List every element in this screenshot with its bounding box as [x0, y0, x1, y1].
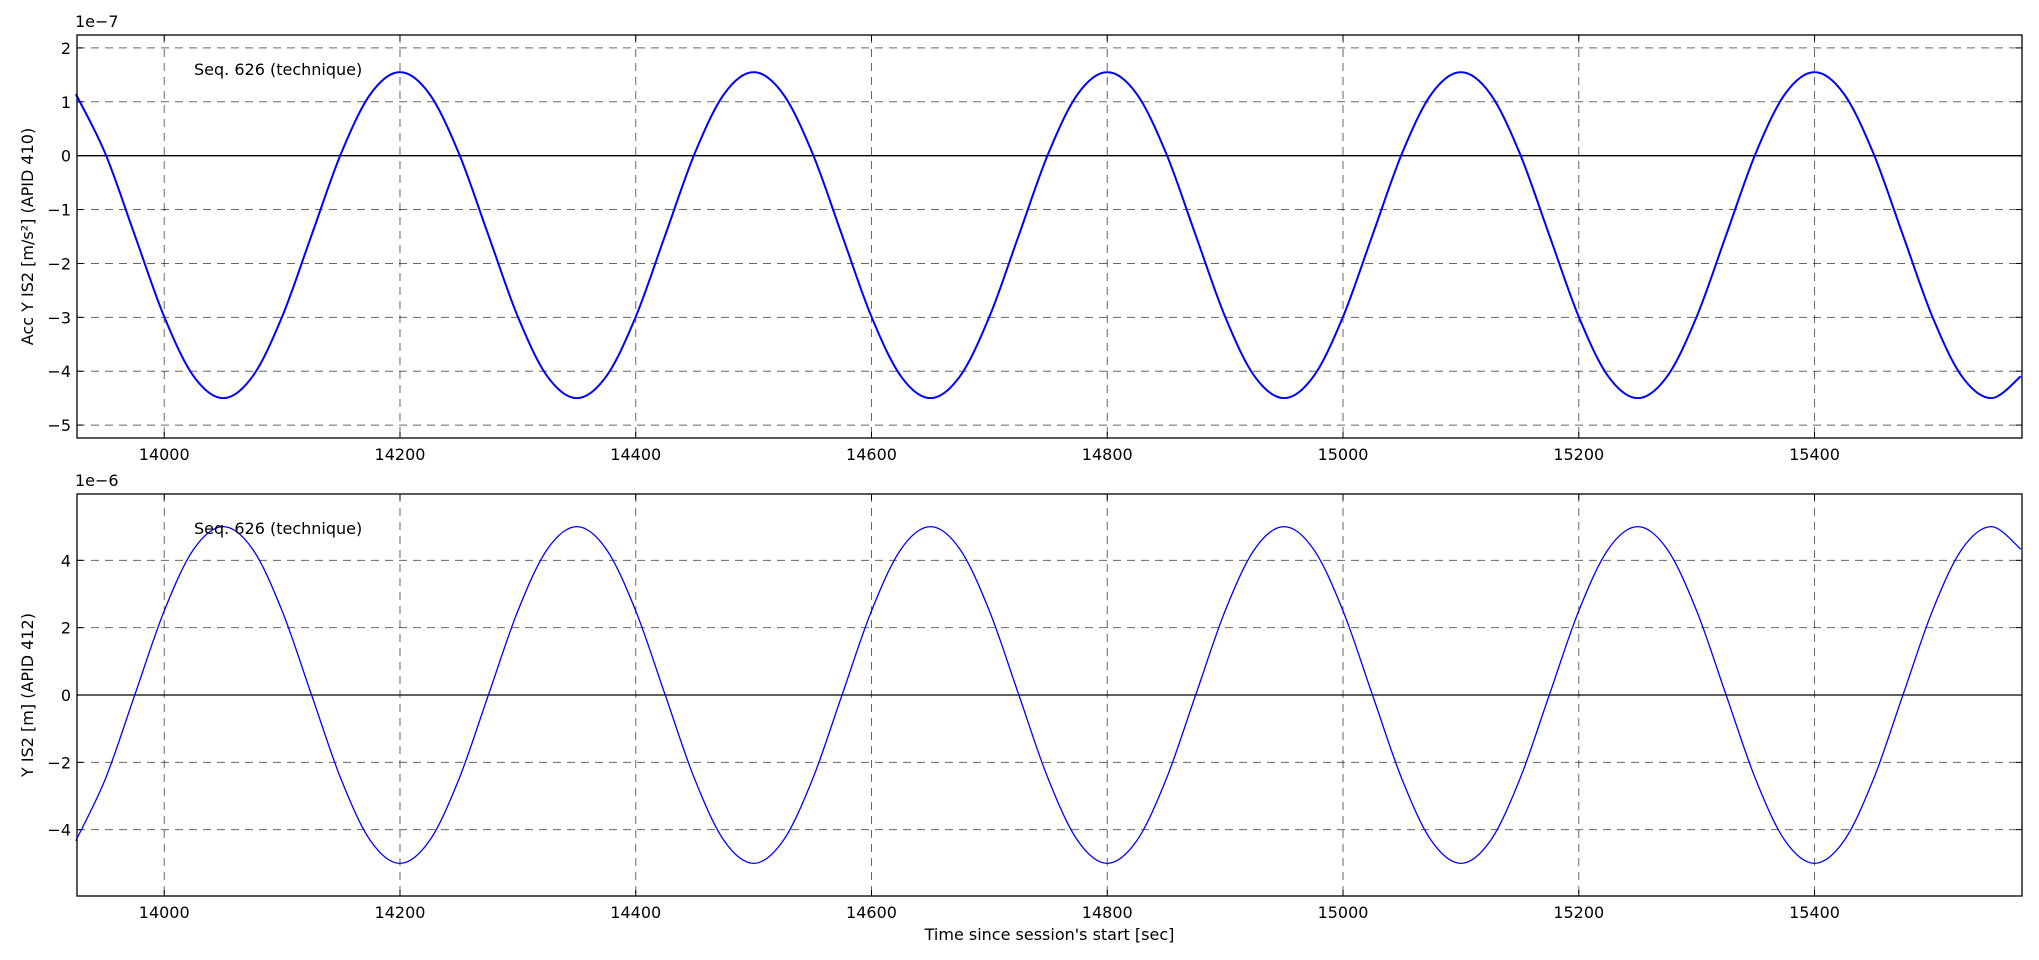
x-tick-label: 15400 — [1789, 445, 1840, 464]
data-line — [76, 527, 2021, 864]
x-tick-label: 14800 — [1082, 903, 1133, 922]
x-tick-label: 15000 — [1318, 445, 1369, 464]
y-offset-label: 1e−7 — [75, 12, 119, 31]
x-tick-label: 14400 — [610, 445, 661, 464]
y-offset-label: 1e−6 — [75, 471, 119, 490]
y-tick-label: 0 — [61, 147, 71, 166]
y-tick-label: −5 — [47, 416, 71, 435]
y-tick-label: 4 — [61, 551, 71, 570]
x-tick-label: 14200 — [375, 903, 426, 922]
x-tick-label: 15200 — [1553, 445, 1604, 464]
y-tick-label: −4 — [47, 362, 71, 381]
y-tick-label: −2 — [47, 254, 71, 273]
x-tick-label: 14000 — [139, 903, 190, 922]
y-tick-label: −1 — [47, 201, 71, 220]
axes-frame — [76, 34, 2023, 439]
y-tick-label: −3 — [47, 308, 71, 327]
x-tick-label: 14200 — [375, 445, 426, 464]
x-tick-label: 14600 — [846, 445, 897, 464]
x-tick-label: 14800 — [1082, 445, 1133, 464]
x-tick-label: 14600 — [846, 903, 897, 922]
x-axis-label: Time since session's start [sec] — [924, 925, 1175, 944]
x-tick-label: 15400 — [1789, 903, 1840, 922]
data-line — [76, 72, 2021, 398]
y-tick-label: 2 — [61, 39, 71, 58]
y-tick-label: 1 — [61, 93, 71, 112]
y-tick-label: −2 — [47, 753, 71, 772]
y-tick-label: −4 — [47, 821, 71, 840]
x-tick-label: 14400 — [610, 903, 661, 922]
annotation: Seq. 626 (technique) — [194, 519, 362, 538]
y-axis-label: Y IS2 [m] (APID 412) — [18, 613, 37, 778]
y-tick-label: 2 — [61, 619, 71, 638]
axes-frame — [76, 493, 2023, 897]
x-tick-label: 15200 — [1553, 903, 1604, 922]
y-axis-label: Acc Y IS2 [m/s²] (APID 410) — [18, 128, 37, 345]
x-tick-label: 15000 — [1318, 903, 1369, 922]
x-tick-label: 14000 — [139, 445, 190, 464]
annotation: Seq. 626 (technique) — [194, 60, 362, 79]
y-tick-label: 0 — [61, 686, 71, 705]
